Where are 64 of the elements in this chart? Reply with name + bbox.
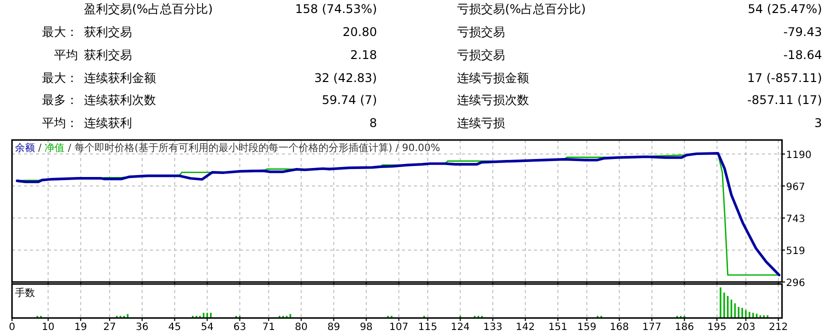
text: 2.18 bbox=[350, 48, 377, 62]
x-tick-label: 142 bbox=[516, 322, 535, 333]
x-tick-label: 0 bbox=[8, 322, 16, 333]
x-tick-label: 89 bbox=[327, 322, 340, 333]
x-tick-label: 133 bbox=[483, 322, 502, 333]
x-tick-label: 186 bbox=[674, 322, 694, 333]
x-tick-label: 203 bbox=[736, 322, 756, 333]
text: 获利交易 bbox=[84, 48, 132, 62]
text: 158 (74.53%) bbox=[295, 2, 377, 16]
text: 59.74 (7) bbox=[322, 93, 377, 107]
text: 净值 bbox=[44, 142, 65, 154]
x-tick-label: 19 bbox=[74, 322, 88, 333]
y-tick-label: 519 bbox=[786, 246, 806, 258]
x-tick-label: 71 bbox=[262, 322, 276, 333]
text: 最大： bbox=[42, 25, 78, 39]
text: 32 (42.83) bbox=[314, 71, 377, 85]
x-tick-label: 27 bbox=[103, 322, 116, 333]
text: 连续亏损次数 bbox=[457, 93, 529, 107]
y-tick-label: 296 bbox=[786, 278, 806, 289]
x-tick-label: 54 bbox=[200, 322, 214, 333]
text: 盈利交易(%占总百分比) bbox=[84, 2, 213, 16]
text: 最多： bbox=[42, 93, 78, 107]
x-tick-label: 177 bbox=[642, 322, 662, 333]
text: 连续获利金额 bbox=[84, 71, 156, 85]
text: 平均： bbox=[42, 116, 78, 130]
y-tick-label: 743 bbox=[786, 214, 806, 226]
text: 54 (25.47%) bbox=[748, 2, 822, 16]
text: 连续获利次数 bbox=[84, 93, 156, 107]
text: 3 bbox=[814, 116, 822, 130]
text: 17 (-857.11) bbox=[747, 71, 822, 85]
text: -79.43 bbox=[783, 25, 822, 39]
text: 亏损交易 bbox=[457, 48, 505, 62]
text: 8 bbox=[369, 116, 377, 130]
text: 连续亏损 bbox=[457, 116, 505, 130]
text: -857.11 (17) bbox=[747, 93, 822, 107]
annotation: / bbox=[35, 143, 45, 154]
text: 亏损交易 bbox=[457, 25, 505, 39]
text: 平均 bbox=[54, 48, 78, 62]
x-tick-label: 159 bbox=[577, 322, 596, 333]
text: -18.64 bbox=[783, 48, 822, 62]
x-tick-label: 168 bbox=[610, 322, 629, 333]
y-tick-label: 1190 bbox=[786, 150, 812, 162]
y-tick-label: 967 bbox=[786, 182, 806, 193]
x-tick-label: 63 bbox=[233, 322, 246, 333]
chart-title: 手数 bbox=[15, 287, 35, 299]
x-tick-label: 45 bbox=[168, 322, 182, 333]
x-tick-label: 80 bbox=[294, 322, 308, 333]
text: 余额 bbox=[15, 142, 35, 154]
text: 亏损交易(%占总百分比) bbox=[457, 2, 586, 16]
text: 连续获利 bbox=[84, 116, 132, 130]
x-tick-label: 212 bbox=[768, 322, 788, 333]
text: 连续亏损金额 bbox=[457, 71, 529, 85]
x-tick-label: 10 bbox=[42, 322, 55, 333]
text: 获利交易 bbox=[84, 25, 132, 39]
x-tick-label: 107 bbox=[389, 322, 408, 333]
x-tick-label: 151 bbox=[548, 322, 568, 333]
x-tick-label: 124 bbox=[450, 322, 470, 333]
x-tick-label: 98 bbox=[360, 322, 373, 333]
chart-subtitle: / 每个即时价格(基于所有可利用的最小时段的每一个价格的分形插值计算) / 90.00% bbox=[64, 142, 440, 154]
x-tick-label: 36 bbox=[136, 322, 149, 333]
text: 20.80 bbox=[342, 25, 377, 39]
x-tick-label: 195 bbox=[707, 322, 726, 333]
text: 最大： bbox=[42, 71, 78, 85]
x-tick-label: 115 bbox=[418, 322, 438, 333]
